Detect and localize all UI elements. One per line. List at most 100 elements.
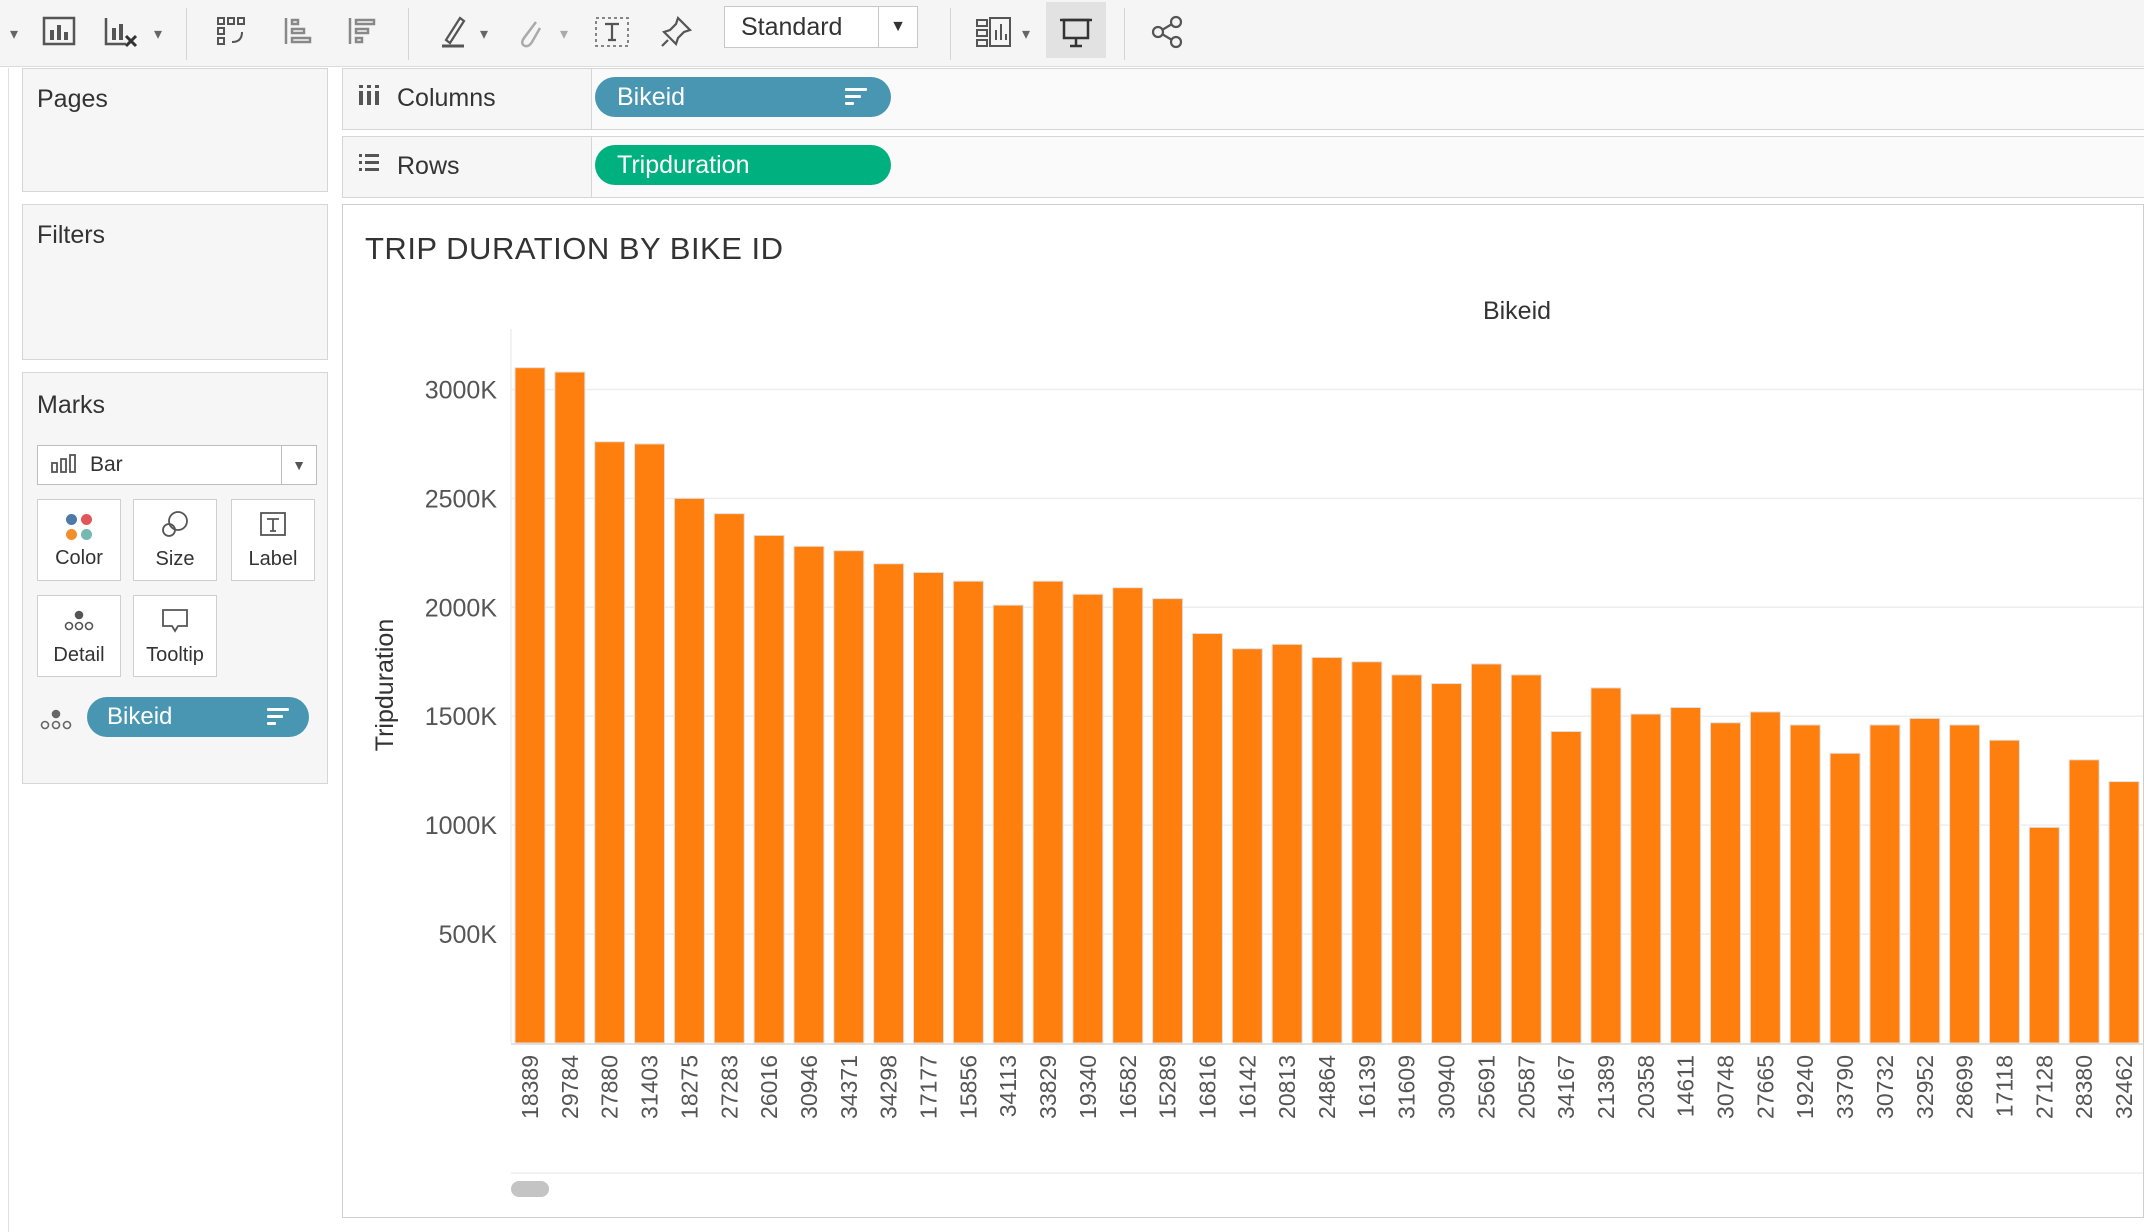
- tooltip-button[interactable]: Tooltip: [133, 595, 217, 677]
- detail-bikeid-pill[interactable]: Bikeid: [87, 697, 309, 737]
- detail-button[interactable]: Detail: [37, 595, 121, 677]
- rows-pill-label: Tripduration: [617, 150, 750, 179]
- toolbar-divider: [408, 8, 409, 60]
- rows-label: Rows: [397, 151, 460, 180]
- share-icon[interactable]: [1144, 8, 1192, 56]
- bar: [1231, 648, 1263, 1044]
- bar: [833, 550, 865, 1044]
- add-chart-icon[interactable]: [36, 8, 84, 56]
- pages-card[interactable]: Pages: [22, 68, 328, 192]
- horizontal-scrollbar[interactable]: [511, 1181, 549, 1197]
- x-tick-label: 18275: [676, 1055, 702, 1119]
- x-tick-label: 16816: [1194, 1055, 1220, 1119]
- y-tick-label: 500K: [439, 921, 498, 949]
- rows-shelf-label-wrap: Rows: [357, 151, 460, 181]
- bar: [793, 545, 825, 1044]
- sort-ascending-icon[interactable]: [274, 8, 322, 56]
- x-tick-label: 32462: [2111, 1055, 2137, 1119]
- bar: [1988, 739, 2020, 1044]
- x-tick-label: 34371: [836, 1055, 862, 1119]
- color-button[interactable]: Color: [37, 499, 121, 581]
- x-tick-label: 27665: [1752, 1055, 1778, 1119]
- x-tick-label: 28380: [2071, 1055, 2097, 1119]
- pin-icon[interactable]: [652, 8, 700, 56]
- filters-title: Filters: [37, 221, 106, 249]
- x-tick-label: 27128: [2031, 1055, 2057, 1119]
- bar: [1152, 598, 1184, 1044]
- x-tick-label: 19340: [1075, 1055, 1101, 1119]
- x-tick-label: 18389: [517, 1055, 543, 1119]
- bar: [1191, 632, 1223, 1044]
- x-tick-label: 20813: [1274, 1055, 1300, 1119]
- attach-icon[interactable]: [506, 8, 554, 56]
- x-tick-label: 17118: [1991, 1055, 2017, 1117]
- x-tick-label: 34298: [876, 1055, 902, 1119]
- toolbar-divider: [186, 8, 187, 60]
- bar: [594, 441, 626, 1044]
- toolbar: ▾ ▾ ▾ ▾ Standard ▼ ▾: [0, 0, 2144, 67]
- bar: [1789, 724, 1821, 1044]
- x-tick-label: 24864: [1314, 1055, 1340, 1119]
- bar: [992, 604, 1024, 1044]
- label-button[interactable]: Label: [231, 499, 315, 581]
- pages-title: Pages: [37, 85, 108, 113]
- y-axis-title: Tripduration: [371, 619, 399, 751]
- highlight-icon[interactable]: [430, 8, 478, 56]
- text-box-icon[interactable]: [588, 8, 636, 56]
- size-button[interactable]: Size: [133, 499, 217, 581]
- filters-card[interactable]: Filters: [22, 204, 328, 360]
- x-tick-label: 33790: [1832, 1055, 1858, 1119]
- chevron-down-icon[interactable]: ▾: [480, 24, 489, 43]
- detail-icon: [38, 604, 120, 640]
- label-label: Label: [248, 548, 298, 570]
- x-tick-label: 30748: [1713, 1055, 1739, 1119]
- bar: [1909, 717, 1941, 1044]
- window-edge: [8, 68, 9, 1232]
- clear-sheet-icon[interactable]: [98, 8, 146, 56]
- x-tick-label: 31609: [1394, 1055, 1420, 1119]
- x-tick-label: 30940: [1434, 1055, 1460, 1119]
- bar-chart: 500K 1000K 1500K 2000K 2500K 3000K Bikeid Tripd…: [371, 297, 2143, 1197]
- bar: [2028, 826, 2060, 1044]
- sort-descending-icon: [267, 708, 289, 726]
- x-tick-label: 29784: [557, 1055, 583, 1119]
- chevron-down-icon[interactable]: ▼: [281, 446, 316, 484]
- x-tick-label: 14611: [1673, 1055, 1699, 1117]
- x-tick-label: 27880: [597, 1055, 623, 1119]
- x-tick-label: 20587: [1513, 1055, 1539, 1119]
- columns-label: Columns: [397, 83, 496, 112]
- tooltip-label: Tooltip: [146, 644, 204, 666]
- toolbar-divider: [1124, 8, 1125, 60]
- bar: [673, 497, 705, 1044]
- bar: [1391, 674, 1423, 1044]
- swap-icon[interactable]: [208, 8, 256, 56]
- label-icon: [232, 508, 314, 544]
- show-me-icon[interactable]: [970, 8, 1018, 56]
- presentation-icon[interactable]: [1052, 8, 1100, 56]
- x-tick-label: 16139: [1354, 1055, 1380, 1119]
- fit-view-select[interactable]: Standard ▼: [724, 6, 918, 48]
- bar: [1710, 722, 1741, 1044]
- bar: [1590, 687, 1622, 1044]
- size-icon: [134, 508, 216, 544]
- bar-chart-icon: [38, 453, 84, 478]
- columns-bikeid-pill[interactable]: Bikeid: [595, 77, 891, 117]
- x-tick-label: 33829: [1035, 1055, 1061, 1119]
- chevron-down-icon[interactable]: ▾: [154, 24, 163, 43]
- bar: [2108, 781, 2140, 1044]
- presentation-mode-button[interactable]: [1046, 2, 1106, 58]
- chevron-down-icon[interactable]: ▾: [10, 24, 19, 43]
- rows-tripduration-pill[interactable]: Tripduration: [595, 145, 891, 185]
- rows-shelf: Rows Tripduration: [342, 136, 2144, 198]
- columns-pill-label: Bikeid: [617, 82, 686, 111]
- bar: [1670, 707, 1702, 1044]
- mark-type-select[interactable]: Bar ▼: [37, 445, 317, 485]
- bar: [713, 513, 745, 1044]
- sort-descending-icon[interactable]: [338, 8, 386, 56]
- chevron-down-icon[interactable]: ▾: [1022, 24, 1031, 43]
- chevron-down-icon[interactable]: ▼: [878, 7, 917, 47]
- chevron-down-icon[interactable]: ▾: [560, 24, 569, 43]
- x-tick-label: 32952: [1912, 1055, 1938, 1119]
- y-tick-label: 2000K: [425, 594, 498, 622]
- bar: [514, 367, 546, 1044]
